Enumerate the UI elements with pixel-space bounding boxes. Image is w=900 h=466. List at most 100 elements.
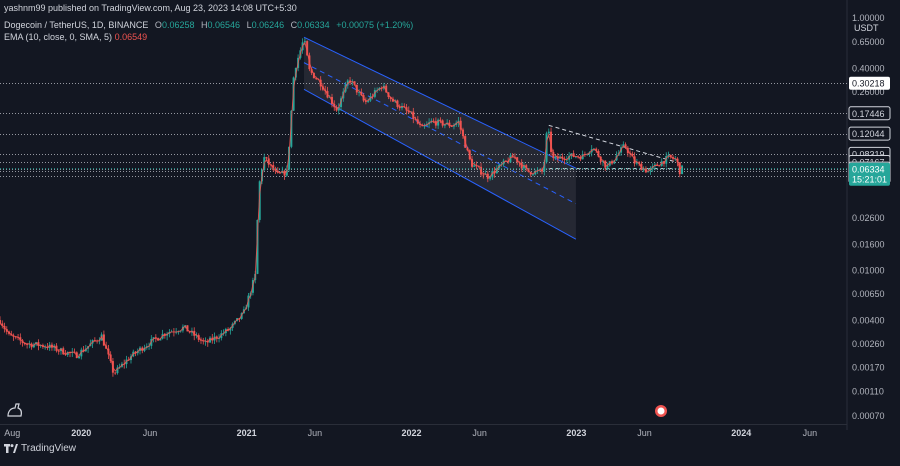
candle-body — [595, 148, 598, 151]
candle-body — [669, 154, 672, 158]
candle-body — [220, 333, 223, 339]
high-label: H — [201, 20, 208, 30]
open-value: 0.06258 — [161, 20, 195, 30]
time-tick-label: Jun — [308, 428, 323, 438]
candle-body — [647, 171, 650, 173]
tradingview-logo[interactable]: TradingView — [4, 443, 76, 454]
candle-body — [547, 131, 550, 134]
last-price-box — [849, 162, 890, 186]
symbol-title[interactable]: Dogecoin / TetherUS, 1D, BINANCE — [4, 20, 149, 30]
candle-body — [14, 336, 17, 338]
price-tick-label: 0.65000 — [852, 37, 885, 47]
candle-body — [66, 351, 69, 355]
candle-body — [482, 174, 485, 176]
candle-body — [285, 169, 288, 176]
candle-body — [39, 345, 42, 347]
candle-body — [310, 69, 313, 73]
candle-body — [613, 160, 616, 164]
candle-body — [473, 165, 476, 167]
candle-body — [114, 372, 117, 374]
candle-body — [306, 41, 309, 56]
candle-body — [283, 170, 286, 176]
candle-body — [143, 347, 146, 351]
candle-body — [511, 155, 514, 157]
candle-body — [116, 367, 119, 374]
candle-body — [611, 161, 614, 164]
channel-fill — [303, 37, 576, 240]
candle-body — [434, 121, 437, 126]
candle-body — [267, 158, 270, 165]
ema-legend[interactable]: EMA (10, close, 0, SMA, 5) 0.06549 — [4, 31, 147, 43]
candle-body — [489, 177, 492, 179]
candle-body — [495, 168, 498, 174]
publisher-caption: yashnm99 published on TradingView.com, A… — [4, 3, 297, 13]
price-tick-label: 0.00110 — [852, 386, 884, 396]
candle-body — [64, 354, 67, 356]
candle-body — [606, 165, 609, 168]
candle-body — [608, 161, 611, 166]
candle-body — [568, 155, 571, 160]
candle-body — [141, 347, 144, 351]
candle-body — [247, 295, 250, 308]
price-tick-label: 0.00650 — [852, 289, 885, 299]
candle-body — [279, 172, 282, 174]
tradingview-logo-icon — [4, 444, 18, 453]
candle-body — [50, 344, 53, 348]
candle-body — [423, 125, 426, 127]
candle-body — [550, 131, 553, 152]
price-tick-label: 0.00260 — [852, 339, 885, 349]
time-tick-label: Aug — [4, 428, 20, 438]
event-marker-icon[interactable] — [655, 405, 667, 417]
candle-body — [448, 122, 451, 127]
candle-body — [400, 106, 403, 109]
candle-body — [574, 156, 577, 158]
candle-body — [193, 330, 196, 336]
candle-body — [227, 328, 230, 331]
channel-lower-line — [303, 88, 577, 240]
candle-body — [534, 170, 537, 175]
level-price-label: 0.08319 — [852, 149, 885, 159]
candle-body — [443, 124, 446, 126]
time-tick-label: 2023 — [566, 428, 586, 438]
candle-body — [581, 154, 584, 160]
candle-body — [601, 160, 604, 162]
currency-label[interactable]: USDT — [854, 23, 879, 33]
price-tick-label: 0.00170 — [852, 362, 885, 372]
dino-icon-shape — [7, 403, 22, 417]
candle-body — [57, 350, 60, 352]
candle-body — [398, 106, 401, 109]
candle-body — [163, 333, 166, 336]
candle-body — [572, 153, 575, 157]
open-label: O — [154, 20, 162, 30]
candle-body — [30, 343, 33, 348]
candle-body — [209, 337, 212, 343]
candle-body — [635, 162, 638, 164]
triangle-upper-line — [548, 124, 677, 163]
candle-body — [80, 349, 83, 357]
candle-body — [32, 344, 35, 348]
price-tick-label: 0.26000 — [852, 87, 885, 97]
candle-body — [559, 156, 562, 159]
price-tick-label: 1.00000 — [852, 13, 885, 23]
candle-body — [414, 119, 417, 120]
candle-body — [667, 154, 670, 157]
candle-body — [509, 155, 512, 163]
candle-body — [522, 165, 525, 169]
time-tick-label: Jun — [143, 428, 158, 438]
candle-body — [315, 78, 318, 80]
candle-body — [44, 346, 47, 348]
time-tick-label: Jun — [472, 428, 487, 438]
level-price-box — [848, 126, 891, 141]
candle-body — [358, 91, 361, 93]
candle-body — [134, 351, 137, 354]
event-marker-inner — [657, 407, 665, 415]
price-tick-label: 0.00070 — [852, 411, 885, 421]
price-tick-label: 0.01600 — [852, 240, 885, 250]
candle-body — [159, 338, 162, 341]
candle-body — [240, 313, 243, 319]
candle-body — [150, 338, 153, 346]
candle-body — [624, 144, 627, 148]
candle-body — [543, 162, 546, 172]
